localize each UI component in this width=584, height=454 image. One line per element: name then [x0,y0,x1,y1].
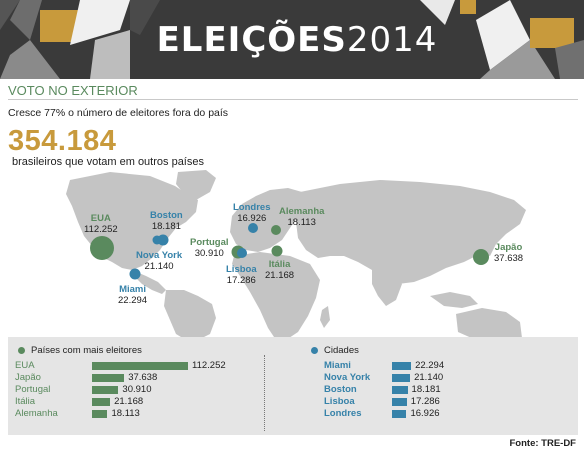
bar-category-label: Itália [15,396,36,407]
south-america-shape [164,290,216,340]
bar [392,386,408,394]
bar [392,362,412,370]
bar [392,398,407,406]
map-label-value: 30.910 [194,248,224,259]
continents [66,170,526,340]
map-label-value: 18.113 [287,217,316,228]
bar-category-label: Miami [324,360,351,371]
bar-category-label: Nova York [324,372,371,383]
bar-value-label: 112.252 [192,360,226,371]
countries-legend-dot [18,347,25,354]
asia-shape [296,180,526,284]
map-label-eua: EUA 112.252 [84,213,118,235]
bar-category-label: Portugal [15,384,51,395]
marker-alemanha [271,225,281,235]
sea-islands-shape [430,292,478,308]
cities-chart-title: Cidades [324,345,359,356]
bar-value-label: 18.181 [411,384,441,395]
map-label-value: 21.168 [265,270,295,281]
bar-value-label: 21.140 [414,372,444,383]
map-label-value: 17.286 [226,275,256,286]
madagascar-shape [320,306,330,328]
world-map [66,170,526,340]
bar-value-label: 17.286 [410,396,440,407]
marker-novayork [152,235,162,245]
central-america-shape [132,270,166,294]
total-voters-number: 354.184 [8,125,117,157]
bar-category-label: Lisboa [324,396,355,407]
marker-miami [129,268,141,280]
marker-japao [473,249,489,265]
marker-eua [90,236,114,260]
banner-decoration [0,0,584,79]
map-label-portugal: Portugal 30.910 [190,237,229,259]
map-label-name: Alemanha [279,206,325,217]
bar-value-label: 16.926 [410,408,440,419]
title-year: 2014 [346,19,438,60]
header-banner: ELEIÇÕES 2014 [0,0,584,79]
bar [92,398,111,406]
europe-shape [230,188,306,252]
cities-legend-dot [311,347,318,354]
map-label-name: EUA [90,213,111,224]
uk-shape [246,206,256,222]
map-label-value: 37.638 [494,253,524,264]
bar [92,386,119,394]
bar [92,410,108,418]
marker-italia [271,245,283,257]
map-label-value: 21.140 [144,261,174,272]
section-rule [8,99,578,100]
map-label-name: Lisboa [226,264,257,275]
marker-lisboa [237,248,247,258]
map-label-londres: Londres 16.926 [233,202,270,224]
india-shape [372,270,402,306]
map-label-lisboa: Lisboa 17.286 [226,264,257,286]
bar-category-label: Japão [15,372,41,383]
bar [92,374,125,382]
map-label-italia: Itália 21.168 [265,259,294,281]
australia-shape [456,308,522,340]
map-label-value: 16.926 [237,213,267,224]
bar [92,362,188,370]
bar [392,374,411,382]
map-label-alemanha: Alemanha 18.113 [279,206,324,228]
japan-shape [484,232,496,256]
page-title: ELEIÇÕES 2014 [0,0,584,79]
map-label-name: Nova York [136,250,183,261]
panel-divider [264,355,265,431]
greenland-shape [176,170,216,200]
source-note: Fonte: TRE-DF [509,438,577,449]
bar-value-label: 37.638 [128,372,158,383]
map-label-name: Japão [494,242,523,253]
map-label-name: Boston [150,210,183,221]
bar-value-label: 21.168 [114,396,144,407]
map-label-name: Portugal [190,237,229,248]
map-label-value: 18.181 [151,221,181,232]
map-label-name: Itália [268,259,291,270]
africa-shape [232,252,320,340]
total-voters-caption: brasileiros que votam em outros países [12,156,204,168]
map-label-value: 112.252 [84,224,118,235]
bar-category-label: EUA [15,360,35,371]
map-label-value: 22.294 [118,295,148,306]
bar-category-label: Alemanha [15,408,58,419]
map-label-name: Miami [119,284,146,295]
section-title: VOTO NO EXTERIOR [8,83,138,98]
bar-category-label: Londres [324,408,362,419]
map-label-novayork: Nova York 21.140 [136,250,182,272]
marker-londres [248,223,258,233]
bar-value-label: 18.113 [111,408,140,419]
map-label-boston: Boston 18.181 [150,210,183,232]
map-label-name: Londres [233,202,271,213]
countries-chart-title: Países com mais eleitores [31,345,142,356]
bar-category-label: Boston [324,384,357,395]
map-label-japao: Japão 37.638 [494,242,523,264]
subtitle: Cresce 77% o número de eleitores fora do… [8,107,229,119]
title-word: ELEIÇÕES [156,19,347,60]
bar-value-label: 30.910 [122,384,152,395]
bar [392,410,407,418]
bar-value-label: 22.294 [415,360,445,371]
map-label-miami: Miami 22.294 [118,284,147,306]
